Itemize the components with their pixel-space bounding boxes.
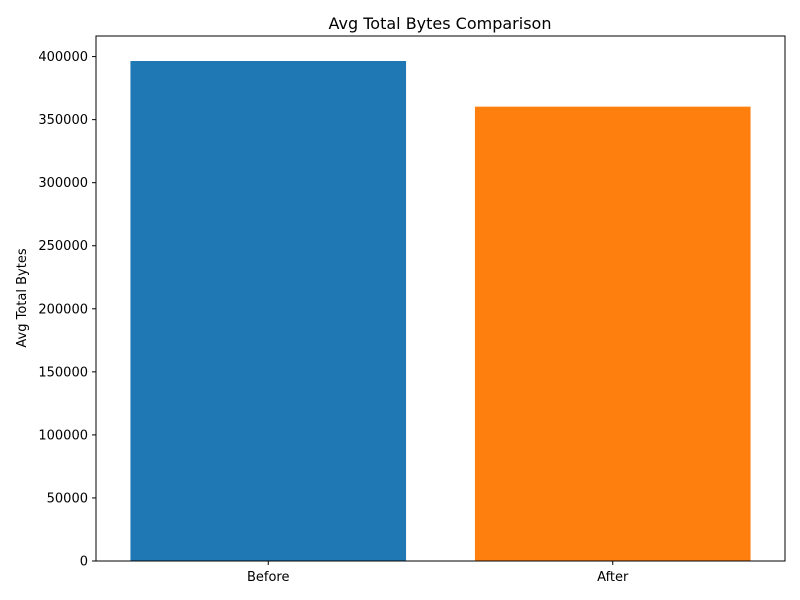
y-tick-label: 0 [80, 555, 88, 570]
y-tick-label: 350000 [38, 113, 88, 128]
y-tick-label: 250000 [38, 239, 88, 254]
bar-before [130, 61, 407, 561]
y-tick-label: 50000 [47, 491, 88, 506]
chart-title: Avg Total Bytes Comparison [329, 14, 552, 33]
x-axis: Before After [247, 561, 629, 585]
y-tick-label: 400000 [38, 50, 88, 65]
y-axis: 0 50000 100000 150000 200000 250000 300000 3500… [38, 50, 96, 570]
x-tick-label-after: After [597, 570, 629, 585]
plot-area-frame [95, 35, 786, 562]
y-tick-label: 200000 [38, 302, 88, 317]
x-tick-label-before: Before [247, 570, 290, 585]
y-tick-label: 300000 [38, 176, 88, 191]
y-axis-label: Avg Total Bytes [15, 248, 30, 347]
bar-group [130, 61, 751, 562]
bar-after [474, 106, 751, 562]
y-tick-label: 100000 [38, 428, 88, 443]
y-tick-label: 150000 [38, 365, 88, 380]
